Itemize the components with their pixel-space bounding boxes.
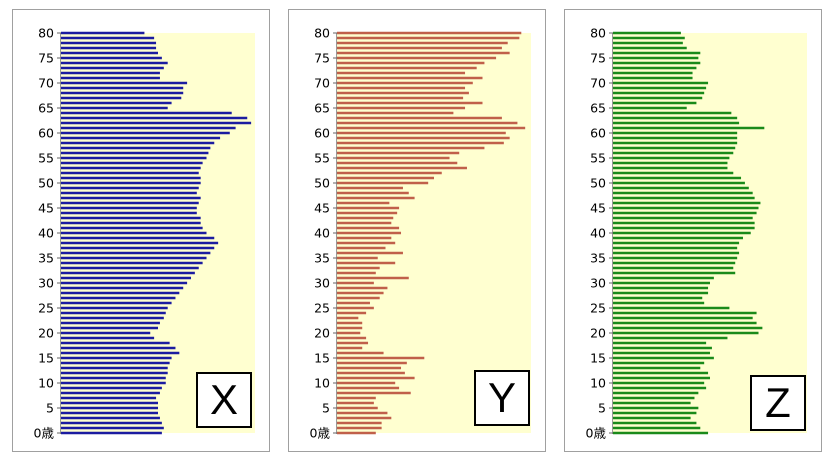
chart-z: 0歳 5 10 15 20 25 30 35 40 45 50 55 60 65 70 75 80 — [586, 26, 807, 441]
y-tick-label: 5 — [598, 401, 606, 416]
y-tick-label: 60 — [38, 126, 54, 141]
y-tick-label: 60 — [314, 126, 330, 141]
y-tick-label: 15 — [38, 351, 54, 366]
y-tick-label: 55 — [314, 151, 330, 166]
chart-panel-y: 0歳 5 10 15 20 25 30 35 40 45 50 55 60 65 70 75 80 Y — [288, 9, 546, 452]
chart-x: 0歳 5 10 15 20 25 30 35 40 45 50 55 60 65 70 75 80 — [34, 26, 255, 441]
y-tick-label: 80 — [590, 26, 606, 41]
y-tick-label: 20 — [314, 326, 330, 341]
chart-panel-z: 0歳 5 10 15 20 25 30 35 40 45 50 55 60 65 70 75 80 Z — [564, 9, 822, 452]
y-tick-label: 35 — [314, 251, 330, 266]
y-tick-label: 5 — [46, 401, 54, 416]
y-tick-label: 50 — [590, 176, 606, 191]
y-tick-label: 50 — [38, 176, 54, 191]
y-tick-label: 0歳 — [34, 426, 55, 441]
y-tick-label: 10 — [38, 376, 54, 391]
y-tick-label: 70 — [590, 76, 606, 91]
y-tick-label: 10 — [314, 376, 330, 391]
chart-label-y: Y — [474, 370, 530, 426]
y-tick-label: 65 — [38, 101, 54, 116]
y-tick-label: 75 — [314, 51, 330, 66]
y-tick-label: 15 — [314, 351, 330, 366]
chart-panel-x: 0歳 5 10 15 20 25 30 35 40 45 50 55 60 65 70 75 80 X — [12, 9, 270, 452]
y-tick-label: 30 — [38, 276, 54, 291]
y-tick-label: 75 — [590, 51, 606, 66]
y-tick-label: 60 — [590, 126, 606, 141]
chart-label-z: Z — [750, 375, 806, 431]
y-tick-label: 35 — [590, 251, 606, 266]
y-tick-label: 30 — [590, 276, 606, 291]
chart-y: 0歳 5 10 15 20 25 30 35 40 45 50 55 60 65 70 75 80 — [310, 26, 531, 441]
chart-label-x: X — [196, 372, 252, 428]
y-tick-label: 0歳 — [310, 426, 331, 441]
y-tick-label: 15 — [590, 351, 606, 366]
y-tick-label: 25 — [590, 301, 606, 316]
y-tick-label: 20 — [590, 326, 606, 341]
y-tick-label: 55 — [590, 151, 606, 166]
y-tick-label: 65 — [314, 101, 330, 116]
y-tick-label: 45 — [314, 201, 330, 216]
y-tick-label: 50 — [314, 176, 330, 191]
y-tick-label: 80 — [38, 26, 54, 41]
y-tick-label: 40 — [314, 226, 330, 241]
y-tick-label: 45 — [590, 201, 606, 216]
y-tick-label: 70 — [314, 76, 330, 91]
y-tick-label: 25 — [314, 301, 330, 316]
y-tick-label: 20 — [38, 326, 54, 341]
y-tick-label: 35 — [38, 251, 54, 266]
y-tick-label: 10 — [590, 376, 606, 391]
y-tick-label: 80 — [314, 26, 330, 41]
y-tick-label: 40 — [590, 226, 606, 241]
y-tick-label: 30 — [314, 276, 330, 291]
y-tick-label: 75 — [38, 51, 54, 66]
y-tick-label: 0歳 — [586, 426, 607, 441]
y-tick-label: 25 — [38, 301, 54, 316]
y-tick-label: 55 — [38, 151, 54, 166]
y-tick-label: 45 — [38, 201, 54, 216]
y-tick-label: 5 — [322, 401, 330, 416]
y-tick-label: 70 — [38, 76, 54, 91]
y-tick-label: 40 — [38, 226, 54, 241]
y-tick-label: 65 — [590, 101, 606, 116]
